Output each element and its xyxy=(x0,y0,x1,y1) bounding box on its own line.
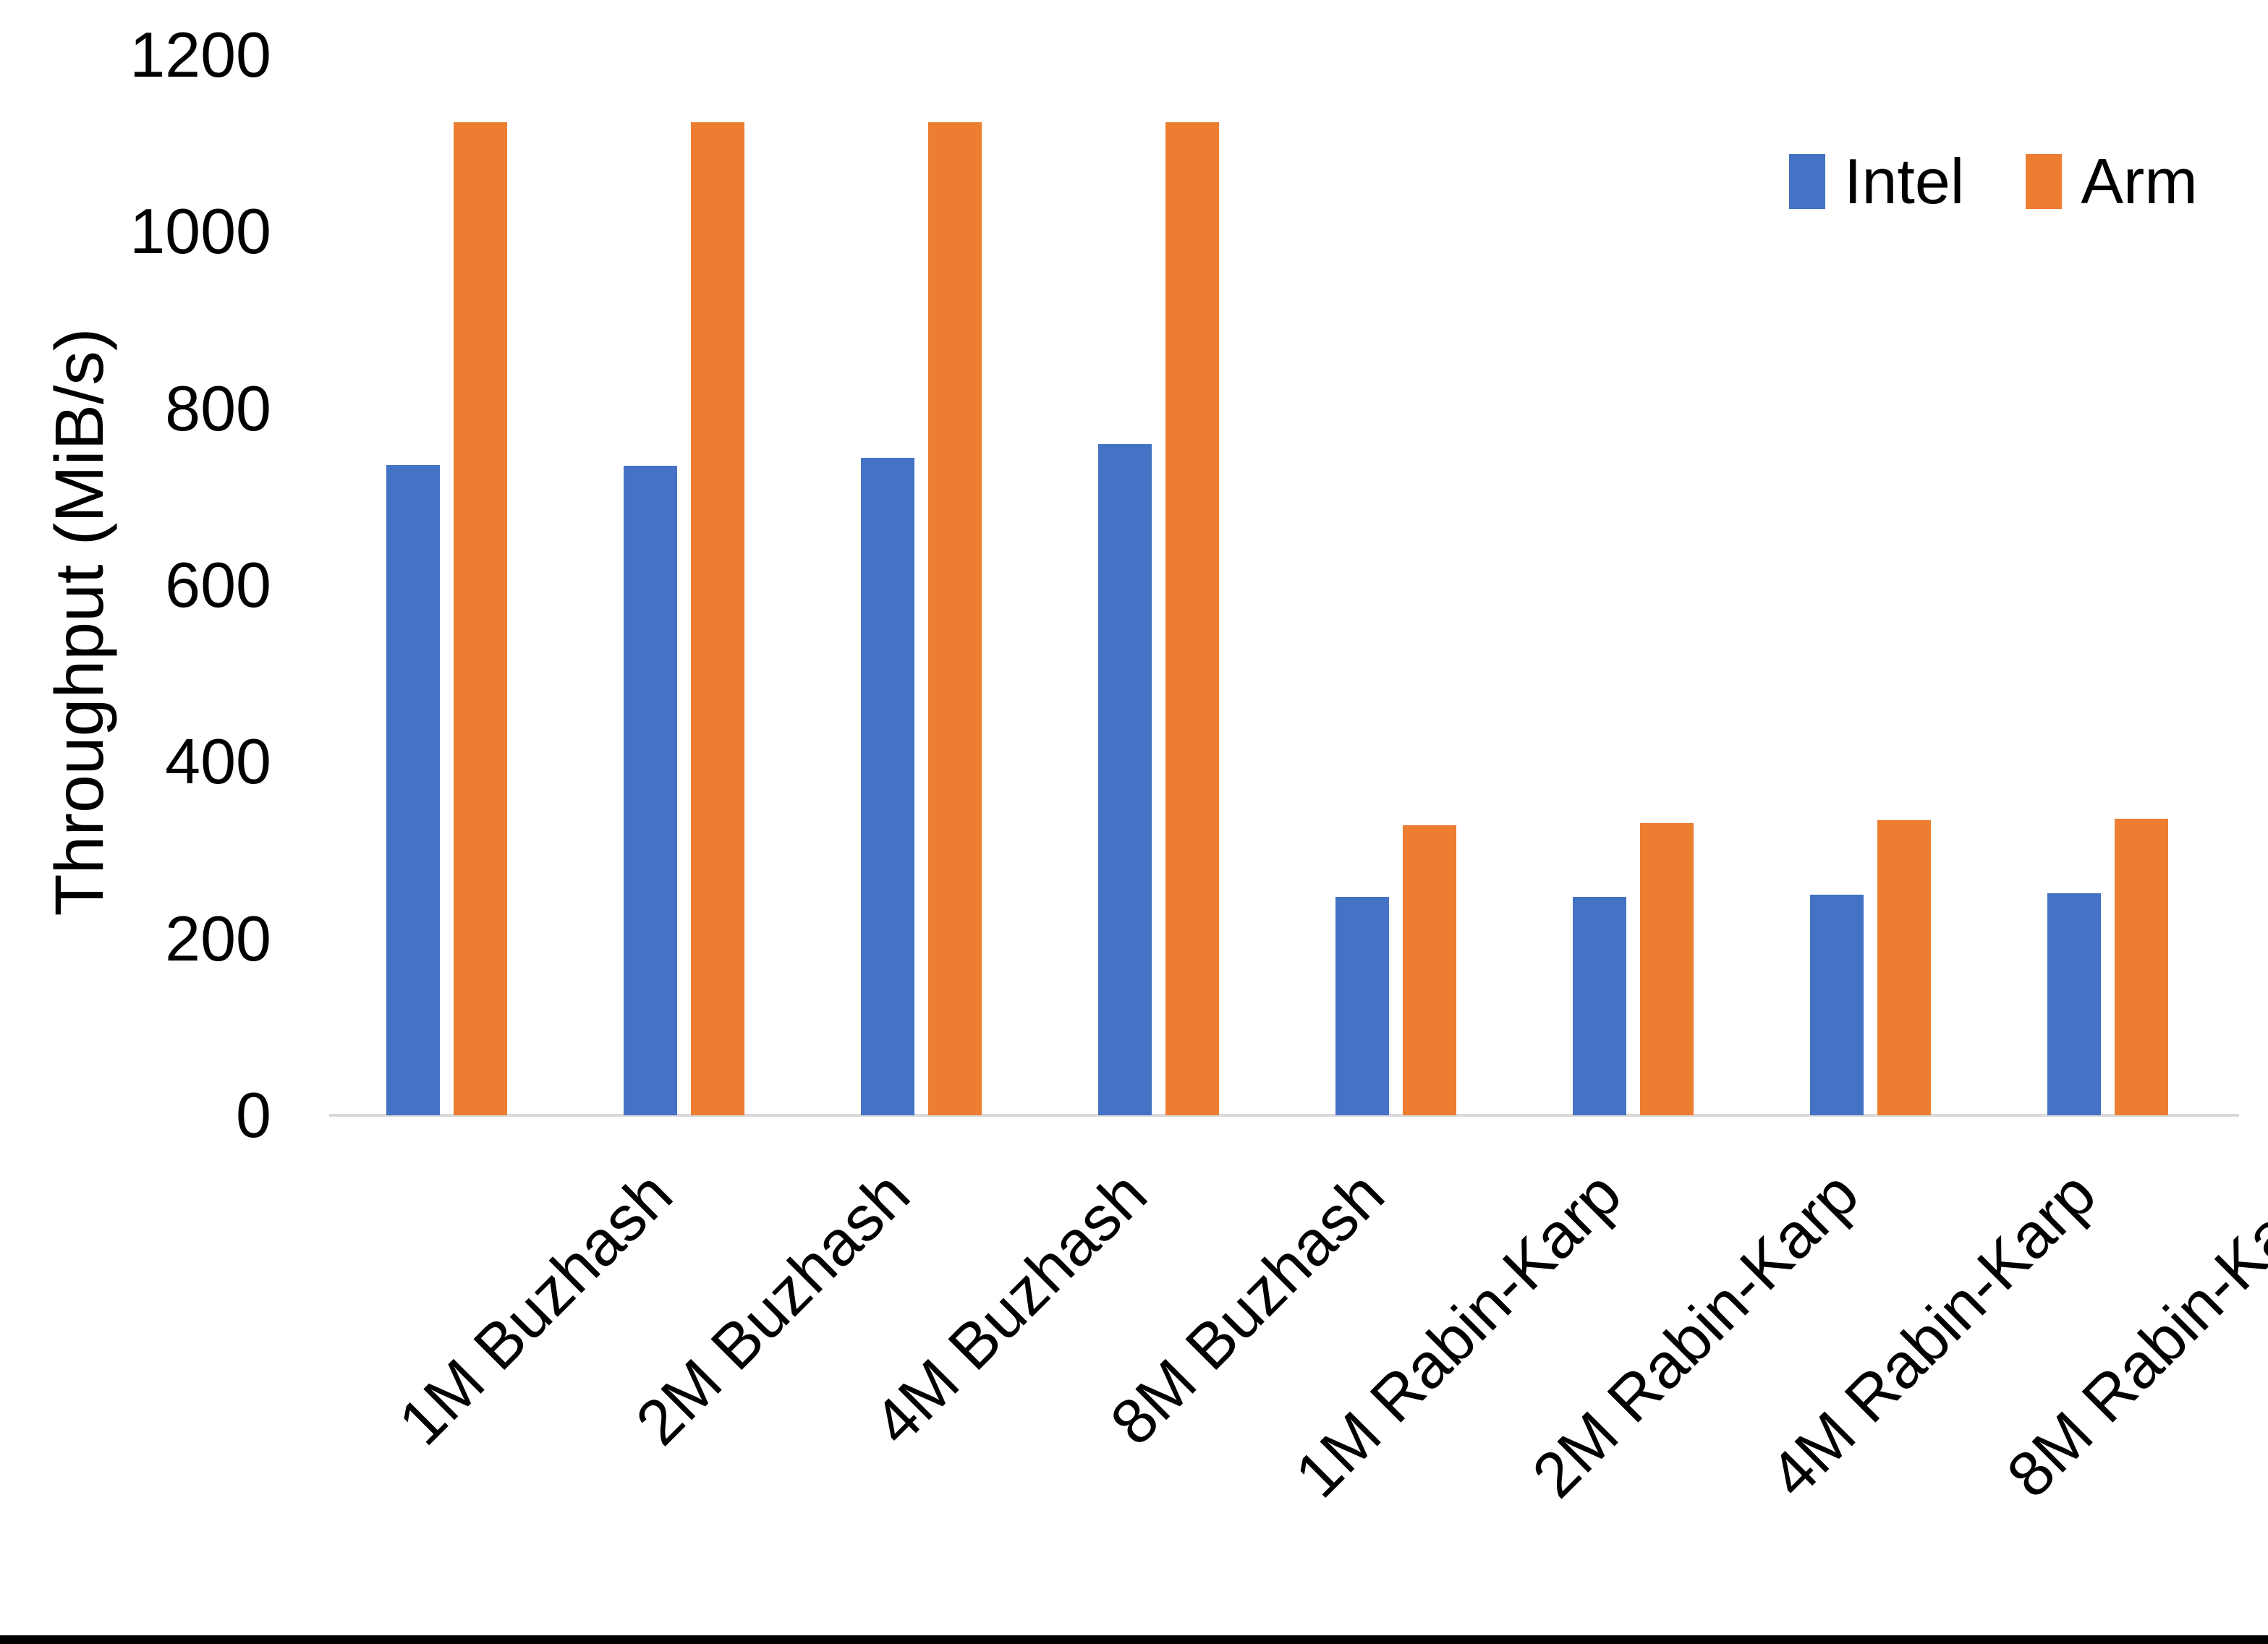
y-tick-1200: 1200 xyxy=(129,19,271,90)
y-tick-800: 800 xyxy=(165,372,271,444)
bar-intel-2m-buzhash xyxy=(624,466,677,1115)
bar-intel-8m-rabin-karp xyxy=(2047,893,2101,1115)
x-axis-line xyxy=(329,1114,2239,1117)
bar-intel-4m-rabin-karp xyxy=(1810,895,1864,1115)
bar-arm-8m-rabin-karp xyxy=(2115,819,2168,1115)
legend-swatch-intel xyxy=(1789,154,1825,209)
bottom-border-bar xyxy=(0,1635,2268,1644)
y-tick-1000: 1000 xyxy=(129,195,271,268)
bar-arm-4m-rabin-karp xyxy=(1877,820,1931,1115)
legend: Intel Arm xyxy=(1789,147,2198,216)
bar-intel-8m-buzhash xyxy=(1098,444,1152,1115)
bar-arm-4m-buzhash xyxy=(928,122,982,1115)
legend-item-arm: Arm xyxy=(2026,145,2198,217)
legend-item-intel: Intel xyxy=(1789,147,1964,216)
y-tick-200: 200 xyxy=(165,902,271,974)
legend-label-arm: Arm xyxy=(2081,145,2198,217)
bar-intel-2m-rabin-karp xyxy=(1573,897,1626,1115)
bar-intel-1m-buzhash xyxy=(386,465,440,1115)
legend-swatch-arm xyxy=(2026,154,2063,209)
bar-arm-2m-rabin-karp xyxy=(1640,823,1694,1115)
bar-arm-8m-buzhash xyxy=(1165,122,1219,1115)
bar-intel-4m-buzhash xyxy=(861,458,914,1115)
y-tick-0: 0 xyxy=(236,1079,271,1151)
bar-arm-2m-buzhash xyxy=(691,122,744,1115)
bar-arm-1m-buzhash xyxy=(454,122,507,1115)
bar-intel-1m-rabin-karp xyxy=(1335,897,1389,1115)
y-tick-400: 400 xyxy=(165,725,271,798)
bar-arm-1m-rabin-karp xyxy=(1403,825,1456,1115)
y-tick-600: 600 xyxy=(165,549,271,621)
legend-label-intel: Intel xyxy=(1844,145,1965,217)
